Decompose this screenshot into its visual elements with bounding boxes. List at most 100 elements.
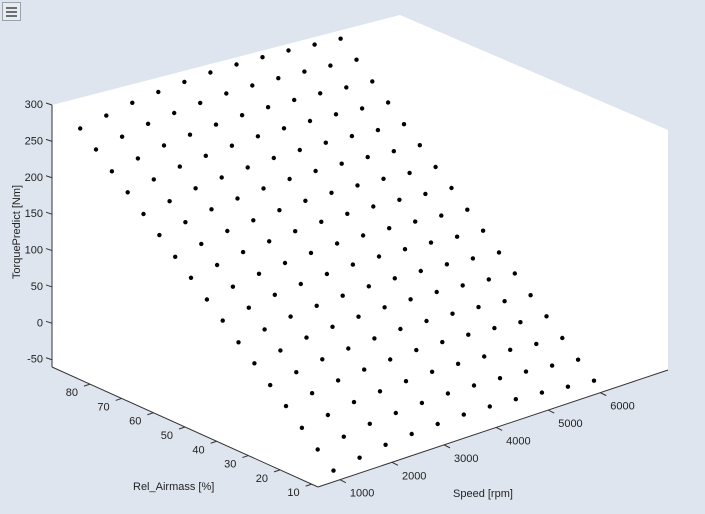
x-tick bbox=[391, 461, 399, 466]
y-tick-label: 80 bbox=[66, 387, 78, 399]
data-point bbox=[167, 199, 172, 204]
y-tick-label: 20 bbox=[256, 473, 268, 485]
x-tick-label: 2000 bbox=[402, 470, 426, 482]
data-point bbox=[444, 262, 450, 267]
data-point bbox=[78, 126, 83, 131]
data-point bbox=[388, 357, 393, 362]
data-point bbox=[225, 228, 230, 234]
y-tick bbox=[210, 440, 217, 444]
y-tick-label: 60 bbox=[129, 416, 141, 428]
data-point bbox=[362, 367, 367, 372]
data-point bbox=[157, 232, 162, 238]
data-point bbox=[287, 176, 292, 182]
data-point bbox=[360, 233, 366, 238]
data-point bbox=[224, 91, 229, 96]
data-point bbox=[591, 378, 597, 383]
data-point bbox=[397, 197, 402, 202]
data-point bbox=[193, 186, 198, 191]
z-axis-label: TorquePredict [Nm] bbox=[11, 185, 23, 279]
data-point bbox=[256, 271, 262, 276]
z-tick bbox=[45, 284, 53, 288]
data-point bbox=[497, 376, 503, 381]
data-point bbox=[135, 156, 141, 161]
data-point bbox=[220, 318, 225, 323]
data-point bbox=[435, 421, 440, 427]
z-tick-label: 150 bbox=[25, 208, 43, 220]
data-point bbox=[298, 281, 303, 287]
data-point bbox=[351, 399, 357, 405]
z-tick bbox=[45, 211, 53, 215]
data-point bbox=[294, 370, 299, 375]
data-point bbox=[286, 48, 291, 53]
x-tick-label: 6000 bbox=[610, 401, 634, 413]
data-point bbox=[539, 390, 545, 395]
x-tick bbox=[443, 444, 451, 449]
data-point bbox=[418, 268, 423, 274]
data-point bbox=[282, 260, 288, 266]
data-point bbox=[172, 110, 177, 116]
data-point bbox=[261, 186, 266, 191]
data-point bbox=[513, 397, 518, 402]
data-point bbox=[487, 404, 492, 409]
data-point bbox=[319, 219, 324, 224]
data-point bbox=[272, 292, 277, 297]
data-point bbox=[359, 106, 365, 111]
x-tick-label: 1000 bbox=[350, 488, 374, 500]
data-point bbox=[392, 276, 397, 281]
menu-button[interactable] bbox=[2, 2, 21, 21]
data-point bbox=[260, 55, 265, 60]
data-point bbox=[407, 170, 412, 176]
data-point bbox=[402, 247, 408, 252]
z-tick bbox=[45, 357, 53, 361]
data-point bbox=[454, 234, 460, 239]
data-point bbox=[236, 340, 241, 345]
data-point bbox=[331, 468, 336, 473]
data-point bbox=[119, 134, 125, 139]
plot-area bbox=[52, 15, 668, 487]
data-point bbox=[304, 335, 309, 340]
data-point bbox=[575, 357, 581, 362]
data-point bbox=[320, 357, 325, 362]
data-point bbox=[424, 318, 429, 324]
data-point bbox=[246, 305, 251, 310]
hamburger-menu-icon bbox=[6, 7, 17, 9]
data-point bbox=[318, 91, 323, 96]
data-point bbox=[492, 325, 497, 331]
data-point bbox=[250, 83, 255, 88]
x-axis-line bbox=[317, 369, 669, 488]
data-point bbox=[398, 326, 403, 332]
y-tick bbox=[242, 455, 249, 459]
data-point bbox=[528, 293, 533, 298]
data-point bbox=[434, 289, 439, 295]
data-point bbox=[293, 229, 298, 234]
data-point bbox=[366, 284, 371, 289]
data-point bbox=[283, 403, 289, 409]
data-point bbox=[130, 100, 135, 106]
data-point bbox=[350, 262, 356, 267]
data-point bbox=[357, 455, 362, 460]
x-tick bbox=[600, 392, 607, 397]
data-point bbox=[267, 239, 272, 244]
y-tick-label: 70 bbox=[97, 401, 109, 413]
data-point bbox=[312, 42, 317, 47]
z-tick-label: -50 bbox=[27, 354, 43, 366]
data-point bbox=[466, 332, 471, 337]
data-point bbox=[239, 113, 245, 118]
data-point bbox=[234, 62, 239, 67]
data-point bbox=[297, 147, 302, 153]
data-point bbox=[271, 155, 276, 161]
data-point bbox=[372, 336, 377, 341]
data-point bbox=[367, 421, 372, 426]
data-point bbox=[403, 379, 409, 384]
data-point bbox=[156, 89, 161, 95]
z-tick bbox=[45, 320, 53, 324]
x-axis-label: Speed [rpm] bbox=[453, 488, 513, 500]
data-point bbox=[461, 412, 466, 417]
data-point bbox=[173, 254, 178, 259]
data-point bbox=[355, 183, 360, 188]
data-point bbox=[204, 297, 210, 302]
data-point bbox=[445, 391, 451, 396]
data-point bbox=[344, 85, 349, 90]
data-point bbox=[299, 425, 305, 430]
data-point bbox=[482, 354, 487, 359]
